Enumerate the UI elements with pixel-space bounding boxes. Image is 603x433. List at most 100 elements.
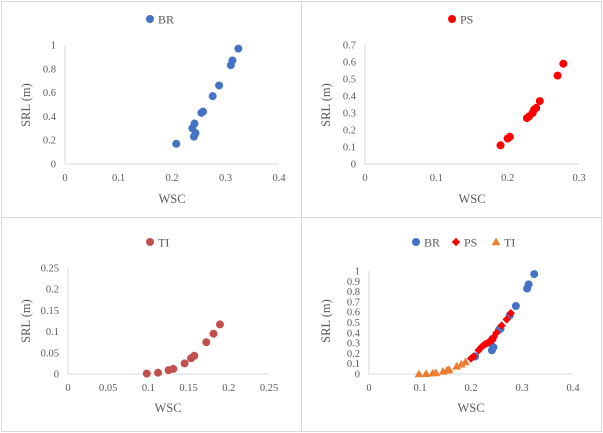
series-ps bbox=[466, 309, 515, 363]
data-point-br bbox=[172, 139, 181, 148]
x-tick-label: 0.1 bbox=[112, 173, 125, 184]
x-tick-label: 0.3 bbox=[572, 173, 585, 184]
y-tick-label: 0.1 bbox=[343, 143, 356, 154]
legend-entry-ps: PS bbox=[448, 13, 473, 27]
y-tick-label: 0.5 bbox=[347, 318, 360, 329]
y-tick-label: 0.2 bbox=[347, 349, 360, 360]
legend-label: PS bbox=[464, 236, 477, 250]
legend-marker-icon bbox=[146, 238, 154, 246]
data-point-ps bbox=[492, 328, 501, 337]
panel-frame-combined bbox=[301, 217, 602, 432]
legend-label: TI bbox=[158, 236, 169, 250]
data-point-ti bbox=[190, 351, 199, 360]
chart-ps: 0 0.1 0.2 0.3 0 0.1 0.2 0.3 0.4 0.5 0.6 0.7 WSC SRL (… bbox=[319, 13, 586, 207]
y-tick-label: 0 bbox=[351, 160, 356, 171]
legend-entry-ti: TI bbox=[146, 236, 169, 250]
data-point-ps bbox=[469, 352, 478, 361]
y-tick-label: 0.4 bbox=[43, 112, 57, 123]
panel-frame-ti bbox=[1, 217, 302, 432]
legend-marker-icon bbox=[146, 15, 154, 23]
series-ti bbox=[142, 320, 224, 378]
y-tick-label: 0.6 bbox=[343, 58, 356, 69]
data-point-br bbox=[489, 343, 498, 352]
x-tick-label: 0.2 bbox=[501, 173, 514, 184]
data-point-br bbox=[215, 81, 224, 90]
y-axis-title: SRL (m) bbox=[19, 299, 33, 343]
y-tick-label: 0.7 bbox=[343, 41, 356, 52]
y-tick-label: 0.4 bbox=[343, 92, 357, 103]
legend-marker-icon bbox=[491, 237, 501, 246]
y-axis-title: SRL (m) bbox=[319, 299, 333, 343]
legend-entry-ps: PS bbox=[451, 236, 477, 250]
y-tick-label: 0.15 bbox=[41, 306, 59, 317]
data-point-ti bbox=[456, 359, 466, 368]
x-tick-label: 0.2 bbox=[464, 383, 477, 394]
data-point-ps bbox=[496, 141, 505, 150]
legend-label: PS bbox=[460, 13, 473, 27]
data-point-ps bbox=[497, 321, 506, 330]
y-tick-label: 0.7 bbox=[347, 297, 360, 308]
y-tick-label: 0 bbox=[51, 160, 56, 171]
data-point-br bbox=[234, 44, 243, 53]
y-tick-label: 0.8 bbox=[347, 287, 360, 298]
x-axis-title: WSC bbox=[154, 401, 181, 415]
y-tick-label: 0.3 bbox=[343, 109, 356, 120]
legend-marker-icon bbox=[451, 237, 461, 247]
y-tick-label: 0.5 bbox=[343, 75, 356, 86]
data-point-ps bbox=[553, 71, 562, 80]
x-tick-label: 0.05 bbox=[99, 383, 117, 394]
y-tick-label: 1 bbox=[51, 41, 56, 52]
y-tick-label: 0 bbox=[54, 370, 59, 381]
legend-entry-br: BR bbox=[412, 236, 440, 250]
x-axis-title: WSC bbox=[458, 192, 485, 206]
data-point-ti bbox=[169, 364, 178, 373]
data-point-br bbox=[530, 270, 539, 279]
data-point-br bbox=[228, 56, 237, 65]
y-tick-label: 0.6 bbox=[43, 88, 56, 99]
data-point-ti bbox=[444, 365, 454, 373]
y-tick-label: 0.05 bbox=[41, 348, 59, 359]
y-tick-label: 0.2 bbox=[46, 285, 59, 296]
data-point-br bbox=[511, 302, 520, 311]
x-tick-label: 0.2 bbox=[165, 173, 178, 184]
y-tick-label: 0.1 bbox=[46, 327, 59, 338]
data-point-ps bbox=[506, 309, 515, 318]
chart-combined: 0 0.1 0.2 0.3 0.400.10.20.30.40.50.60.70.80.… bbox=[319, 236, 580, 416]
x-tick-label: 0.1 bbox=[413, 383, 426, 394]
y-tick-label: 1 bbox=[355, 267, 360, 278]
data-point-ti bbox=[421, 369, 431, 377]
legend-entry-br: BR bbox=[146, 13, 174, 27]
x-tick-label: 0.4 bbox=[272, 173, 286, 184]
y-tick-label: 0.6 bbox=[347, 308, 360, 319]
data-point-ti bbox=[209, 329, 218, 338]
legend-label: BR bbox=[424, 236, 440, 250]
legend-marker-icon bbox=[412, 238, 420, 246]
y-axis-title: SRL (m) bbox=[319, 83, 333, 127]
x-tick-label: 0.1 bbox=[142, 383, 155, 394]
y-tick-label: 0 bbox=[355, 370, 360, 381]
y-tick-label: 0.3 bbox=[347, 339, 360, 350]
legend-marker-icon bbox=[448, 15, 456, 23]
data-point-br bbox=[190, 119, 199, 128]
data-point-ti bbox=[180, 359, 189, 368]
data-point-ti bbox=[215, 320, 224, 329]
data-point-br bbox=[191, 129, 200, 138]
data-point-ps bbox=[502, 315, 511, 324]
y-tick-label: 0.2 bbox=[343, 126, 356, 137]
x-tick-label: 0.3 bbox=[515, 383, 528, 394]
panel-frame-br bbox=[1, 1, 302, 218]
legend-label: BR bbox=[158, 13, 174, 27]
y-tick-label: 0.8 bbox=[43, 64, 56, 75]
data-point-ti bbox=[202, 338, 211, 347]
data-point-br bbox=[524, 280, 533, 289]
y-axis-title: SRL (m) bbox=[19, 83, 33, 127]
chart-ti: 0 0.05 0.1 0.15 0.2 0.25 0 0.05 0.1 0.15 0.2 0.25 WS… bbox=[19, 236, 278, 416]
data-point-br bbox=[208, 92, 217, 101]
x-axis-title: WSC bbox=[457, 401, 484, 415]
data-point-ps bbox=[532, 103, 541, 112]
x-tick-label: 0.4 bbox=[566, 383, 580, 394]
x-tick-label: 0.25 bbox=[260, 383, 278, 394]
data-point-ti bbox=[460, 357, 470, 366]
x-axis-title: WSC bbox=[158, 192, 185, 206]
data-point-ti bbox=[154, 368, 163, 377]
